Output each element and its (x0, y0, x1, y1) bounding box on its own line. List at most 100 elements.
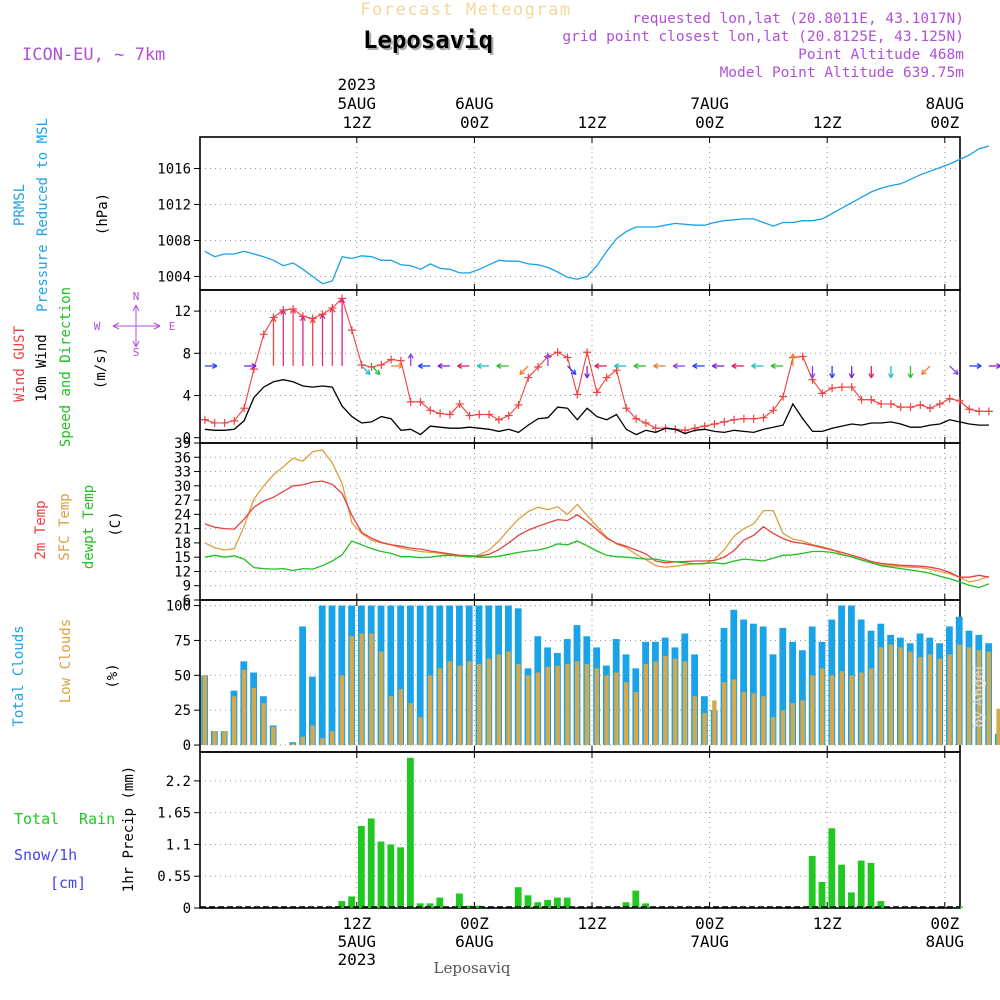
wind-arrow-head (570, 369, 577, 375)
ytick-label: 15 (174, 550, 191, 566)
low-cloud-bar (682, 661, 688, 746)
gust-point (416, 397, 425, 406)
footer-station: Leposaviq (434, 959, 511, 977)
low-cloud-bar (241, 669, 247, 746)
label-rain: Rain (79, 810, 115, 828)
wind-arrow-head (212, 363, 218, 369)
panels: 1004100810121016048126912151821242730333… (157, 136, 1000, 917)
low-cloud-bar (839, 671, 844, 746)
gust-point (857, 395, 866, 404)
wind-arrow-head (544, 353, 551, 359)
rain-bar (358, 825, 365, 908)
panel-border (199, 289, 961, 444)
rain-bar (465, 905, 473, 908)
label-celsius: (C) (108, 511, 124, 536)
gust-point (935, 399, 944, 408)
low-cloud-bar (800, 700, 805, 746)
compass-icon: N S W E (94, 290, 176, 359)
total-cloud-bar (416, 605, 424, 746)
bottom-time-label: 8AUG (926, 932, 965, 951)
low-cloud-bar (261, 703, 266, 746)
ytick-label: 1012 (157, 198, 191, 214)
low-cloud-bar (898, 647, 903, 746)
low-cloud-bar (643, 664, 648, 746)
top-time-label: 00Z (695, 113, 724, 132)
low-cloud-bar (722, 682, 727, 746)
wind-arrow-head (251, 363, 257, 369)
rain-bar (554, 897, 561, 908)
rain-bar (436, 897, 444, 908)
low-cloud-bar (604, 675, 609, 746)
top-time-label: 00Z (460, 113, 489, 132)
gust-point (475, 410, 484, 419)
low-cloud-bar (594, 668, 599, 746)
wind-arrow-head (290, 308, 297, 314)
gust-point (798, 352, 807, 361)
wind-arrow-head (319, 313, 326, 319)
low-cloud-bar (330, 731, 335, 746)
gust-point (436, 409, 445, 418)
low-cloud-bar (212, 731, 217, 746)
ytick-label: 0 (183, 431, 191, 447)
low-cloud-bar (947, 654, 952, 746)
low-cloud-bar (506, 651, 511, 746)
rain-bar (867, 862, 875, 908)
low-cloud-bar (751, 693, 756, 746)
wind-arrow-head (996, 363, 1000, 369)
low-cloud-bar (555, 665, 560, 746)
wind-arrow-head (398, 363, 404, 369)
top-time-label: 00Z (930, 113, 959, 132)
gust-point (641, 418, 650, 427)
low-cloud-bar (761, 696, 766, 746)
bottom-time-label: 12Z (813, 914, 842, 933)
low-cloud-bar (996, 708, 1000, 746)
wind-arrow-head (848, 373, 855, 379)
ytick-label: 12 (174, 304, 191, 320)
rain-bar (407, 757, 414, 908)
low-cloud-bar (575, 661, 580, 746)
low-cloud-bar (712, 700, 717, 746)
label-cm: [cm] (50, 874, 86, 892)
low-cloud-bar (486, 658, 492, 746)
gust-point (200, 415, 209, 424)
total-cloud-bar (730, 609, 738, 746)
wind-arrow (371, 365, 381, 375)
gust-point (622, 404, 631, 413)
panel-border (199, 751, 961, 909)
gust-point (749, 414, 758, 423)
low-cloud-bar (976, 650, 982, 746)
low-cloud-bar (202, 675, 207, 746)
ytick-label: 30 (174, 479, 191, 495)
low-cloud-bar (673, 658, 678, 746)
label-prmsl: PRMSL (12, 184, 28, 226)
rain-bar (377, 841, 385, 908)
top-time-label: 12Z (578, 113, 607, 132)
total-cloud-bar (799, 650, 806, 746)
wind-line (204, 379, 989, 436)
ytick-label: 33 (174, 465, 191, 481)
low-cloud-bar (408, 703, 413, 746)
low-cloud-bar (457, 665, 462, 746)
wind-arrow-head (976, 363, 982, 369)
gust-point (406, 397, 415, 406)
gust-point (984, 407, 993, 416)
low-cloud-bar (496, 654, 501, 746)
wind-arrow-head (751, 363, 757, 369)
total-cloud-bar (759, 626, 767, 746)
low-cloud-bar (790, 703, 795, 746)
wind-arrow-head (672, 363, 678, 369)
low-cloud-bar (271, 726, 276, 746)
low-cloud-bar (986, 651, 991, 746)
wind-arrow-head (731, 363, 737, 369)
low-cloud-bar (820, 668, 825, 746)
low-cloud-bar (829, 675, 835, 746)
label-ms: (m/s) (93, 347, 109, 389)
rain-bar (426, 903, 434, 908)
gust-point (896, 403, 905, 412)
low-cloud-bar (369, 633, 374, 746)
compass-w: W (94, 320, 101, 333)
requested-location: requested lon,lat (20.8011E, 43.1017N) (632, 11, 964, 27)
wind-arrow-head (613, 363, 619, 369)
gust-point (534, 363, 543, 372)
gust-point (347, 326, 356, 335)
